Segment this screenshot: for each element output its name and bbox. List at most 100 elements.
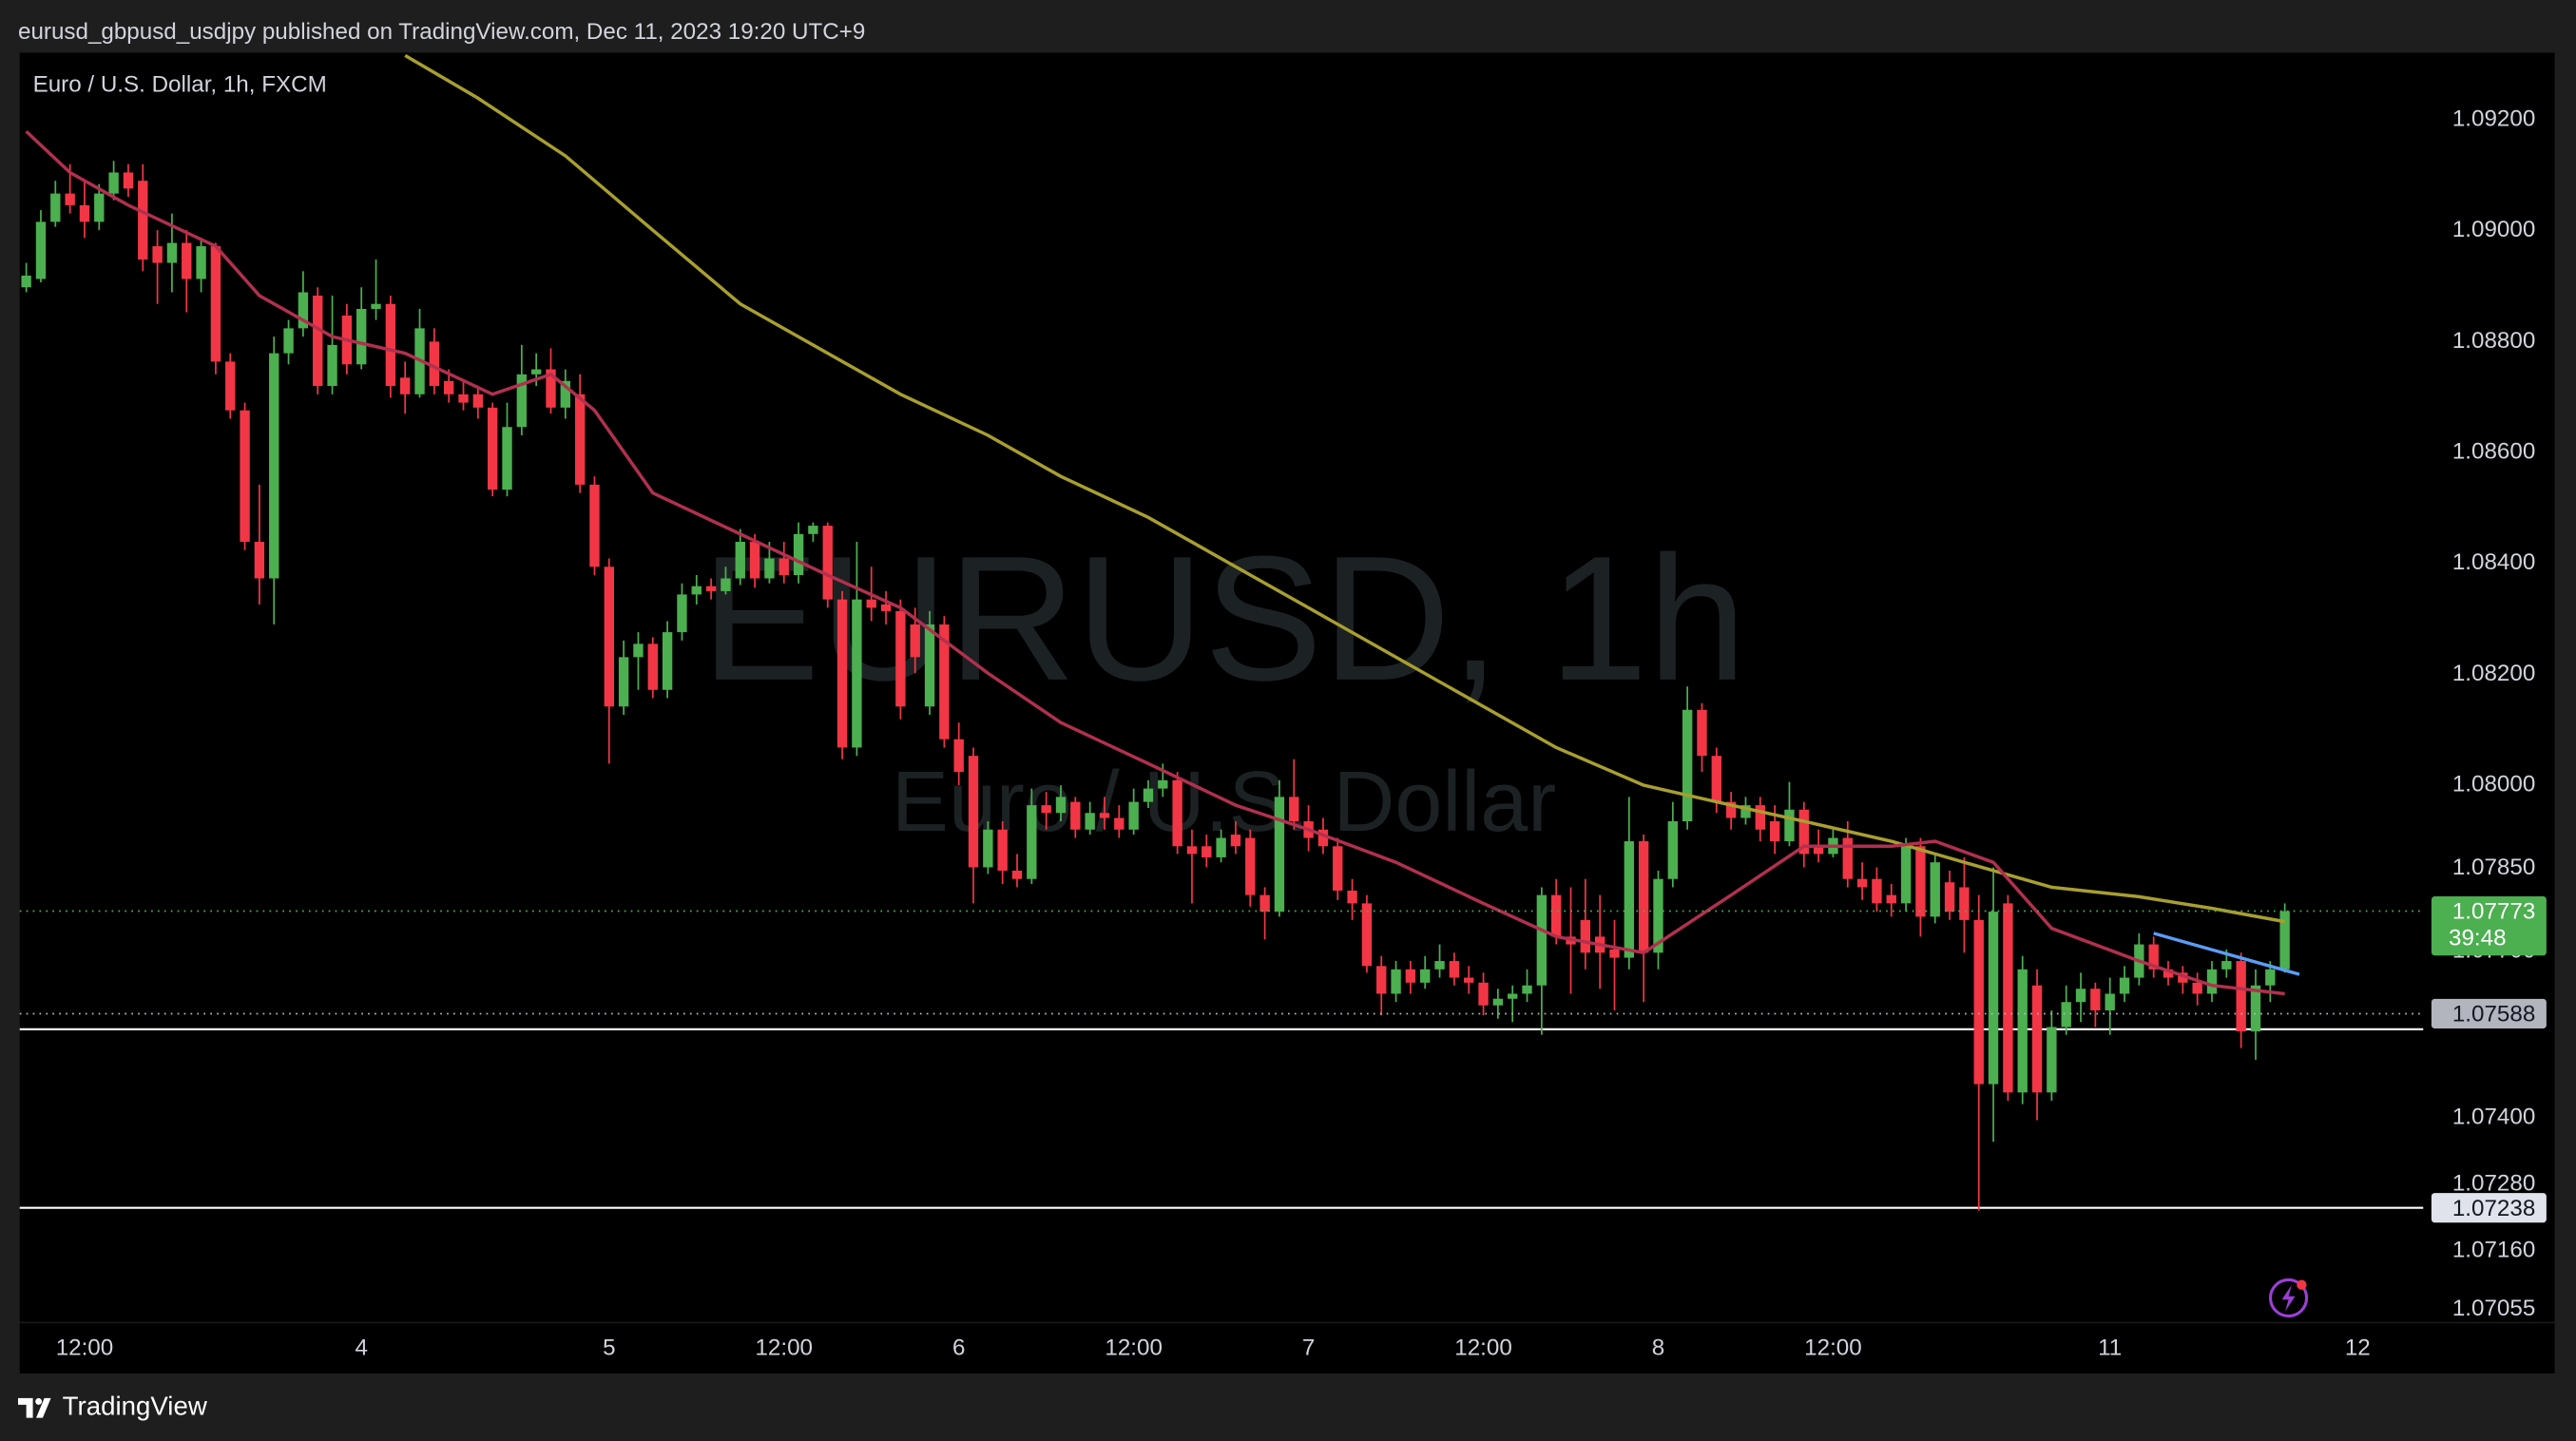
candle-body — [546, 369, 556, 408]
candle-body — [1522, 985, 1532, 994]
candle-body — [487, 407, 498, 490]
countdown-label: 39:48 — [2449, 925, 2507, 951]
y-tick-label: 1.09000 — [2452, 217, 2535, 242]
candle-body — [1682, 709, 1693, 822]
indicator-line — [2153, 932, 2300, 976]
candle-body — [1784, 809, 1795, 842]
candle-body — [2090, 989, 2101, 1010]
candle-body — [196, 246, 206, 279]
candle-body — [1959, 887, 1970, 920]
candle-body — [1434, 961, 1445, 970]
candle-body — [735, 541, 745, 579]
candle-body — [1478, 982, 1489, 1006]
candle-body — [721, 578, 731, 591]
candle-body — [589, 484, 600, 567]
candle-body — [2265, 969, 2276, 986]
candle-body — [458, 394, 469, 403]
candle-body — [2075, 989, 2086, 1003]
y-tick-label: 1.08800 — [2452, 328, 2535, 354]
candle-body — [1158, 779, 1168, 789]
candle-body — [1011, 870, 1023, 879]
candle-body — [182, 242, 192, 279]
x-tick-label: 7 — [1302, 1335, 1315, 1360]
candle-body — [1405, 969, 1416, 983]
candle-body — [254, 541, 265, 579]
candle-body — [808, 526, 818, 534]
candle-body — [443, 380, 454, 394]
candle-body — [1915, 846, 1926, 917]
candle-body — [2017, 969, 2028, 1093]
candle-body — [1580, 919, 1591, 953]
candle-body — [677, 594, 687, 633]
candle-body — [138, 181, 148, 260]
x-tick-label: 8 — [1652, 1335, 1664, 1360]
candle-body — [1711, 756, 1721, 802]
watermark: EURUSD, 1h — [702, 519, 1746, 718]
candle-body — [313, 295, 323, 387]
candle-body — [997, 829, 1008, 871]
candle-body — [880, 604, 892, 611]
candle-body — [2236, 961, 2246, 1032]
candle-body — [1464, 977, 1474, 983]
symbol-legend: Euro / U.S. Dollar, 1h, FXCM — [33, 71, 327, 97]
y-tick-label: 1.08600 — [2452, 438, 2535, 464]
candle-body — [356, 308, 367, 365]
candle-body — [604, 567, 614, 707]
y-tick-label: 1.07400 — [2452, 1105, 2535, 1130]
candle-body — [94, 193, 105, 222]
candle-body — [1085, 813, 1095, 830]
candle-body — [939, 624, 950, 740]
candle-body — [2250, 985, 2261, 1032]
candle-body — [1536, 894, 1548, 986]
candle-body — [240, 410, 250, 542]
logo-mark — [18, 1397, 51, 1418]
candle-body — [2221, 961, 2232, 970]
candle-body — [1944, 882, 1955, 913]
candle-body — [1128, 801, 1139, 830]
candle-body — [852, 599, 862, 748]
candle-body — [1740, 805, 1751, 818]
candle-body — [502, 427, 512, 490]
x-tick-label: 12:00 — [56, 1335, 114, 1360]
candle-body — [705, 586, 717, 591]
current-price-label: 1.07773 — [2452, 899, 2535, 925]
candle-body — [560, 380, 570, 408]
candle-body — [1099, 813, 1110, 818]
candle-body — [1900, 846, 1912, 904]
alert-icon-ring — [2268, 1278, 2309, 1318]
candle-body — [662, 632, 673, 690]
candle-body — [779, 558, 789, 576]
x-tick-label: 12:00 — [1454, 1335, 1512, 1360]
logo-dot — [35, 1397, 43, 1405]
candle-body — [516, 374, 528, 428]
candle-body — [123, 172, 134, 189]
candle-body — [1259, 894, 1270, 913]
candle-body — [210, 246, 221, 362]
candle-body — [152, 246, 163, 263]
price-label: 1.07588 — [2452, 1002, 2535, 1028]
candle-body — [1755, 805, 1765, 830]
candle-body — [1361, 903, 1373, 967]
candle-body — [1798, 809, 1809, 855]
candle-body — [1886, 894, 1896, 904]
candle-body — [1027, 805, 1037, 879]
candle-body — [2003, 903, 2013, 1093]
candle-body — [2178, 972, 2188, 983]
candle-body — [1230, 835, 1241, 847]
x-tick-label: 6 — [952, 1335, 965, 1360]
candle-body — [2192, 982, 2202, 994]
candle-body — [618, 657, 629, 707]
candle-body — [1624, 841, 1635, 958]
candle-body — [953, 739, 964, 773]
candle-body — [21, 275, 31, 288]
candle-body — [764, 558, 775, 579]
chart-area — [19, 52, 2555, 1374]
price-label-box — [2431, 998, 2547, 1029]
current-price-box — [2431, 895, 2547, 956]
alert-icon[interactable] — [2268, 1278, 2309, 1318]
candle-body — [1449, 961, 1460, 978]
candle-body — [983, 829, 993, 868]
y-tick-label: 1.07160 — [2452, 1238, 2535, 1263]
candle-body — [924, 624, 935, 707]
